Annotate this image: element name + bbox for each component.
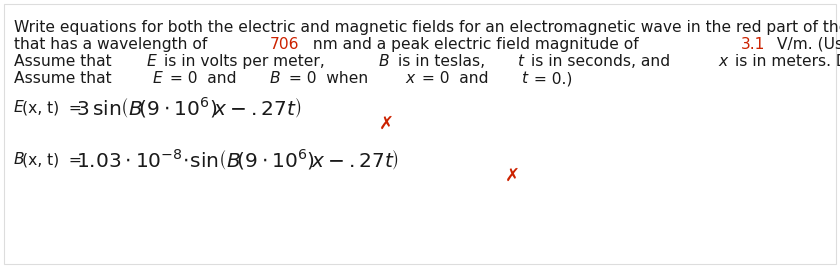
Text: $3\,\sin\!\left(B\!\left(9\cdot10^{6}\right)\!x-.27t\right)$: $3\,\sin\!\left(B\!\left(9\cdot10^{6}\ri…	[76, 96, 302, 120]
Text: Assume that: Assume that	[14, 71, 121, 86]
Text: x: x	[718, 54, 727, 69]
Text: t: t	[518, 54, 524, 69]
Text: (x, t)  =: (x, t) =	[22, 100, 81, 116]
Text: is in meters. Do not include units in your answer.: is in meters. Do not include units in yo…	[730, 54, 840, 69]
Text: that has a wavelength of: that has a wavelength of	[14, 37, 213, 52]
Text: E: E	[14, 100, 24, 116]
Text: B: B	[379, 54, 390, 69]
Text: (x, t)  =: (x, t) =	[22, 152, 81, 168]
Text: nm and a peak electric field magnitude of: nm and a peak electric field magnitude o…	[308, 37, 643, 52]
Text: x: x	[405, 71, 414, 86]
Text: Write equations for both the electric and magnetic fields for an electromagnetic: Write equations for both the electric an…	[14, 20, 840, 35]
FancyBboxPatch shape	[68, 89, 375, 127]
FancyBboxPatch shape	[68, 141, 501, 179]
Text: = 0.): = 0.)	[529, 71, 573, 86]
Text: Assume that: Assume that	[14, 54, 117, 69]
Text: E: E	[146, 54, 156, 69]
Text: $1.03\cdot10^{-8}\!\cdot\!\sin\!\left(B\!\left(9\cdot10^{6}\right)\!x-.27t\right: $1.03\cdot10^{-8}\!\cdot\!\sin\!\left(B\…	[76, 148, 399, 172]
Text: ✗: ✗	[505, 167, 520, 185]
Text: 3.1: 3.1	[741, 37, 765, 52]
Text: V/m. (Use the following as necessary:: V/m. (Use the following as necessary:	[773, 37, 840, 52]
Text: 706: 706	[270, 37, 299, 52]
Text: B: B	[14, 152, 24, 168]
Text: t: t	[522, 71, 528, 86]
Text: B: B	[270, 71, 281, 86]
Text: = 0  when: = 0 when	[284, 71, 378, 86]
Text: ✗: ✗	[379, 115, 394, 133]
Text: E: E	[153, 71, 162, 86]
Text: = 0  and: = 0 and	[165, 71, 246, 86]
Text: is in volts per meter,: is in volts per meter,	[159, 54, 329, 69]
Text: = 0  and: = 0 and	[417, 71, 498, 86]
FancyBboxPatch shape	[4, 4, 836, 264]
Text: is in teslas,: is in teslas,	[393, 54, 490, 69]
Text: is in seconds, and: is in seconds, and	[526, 54, 675, 69]
